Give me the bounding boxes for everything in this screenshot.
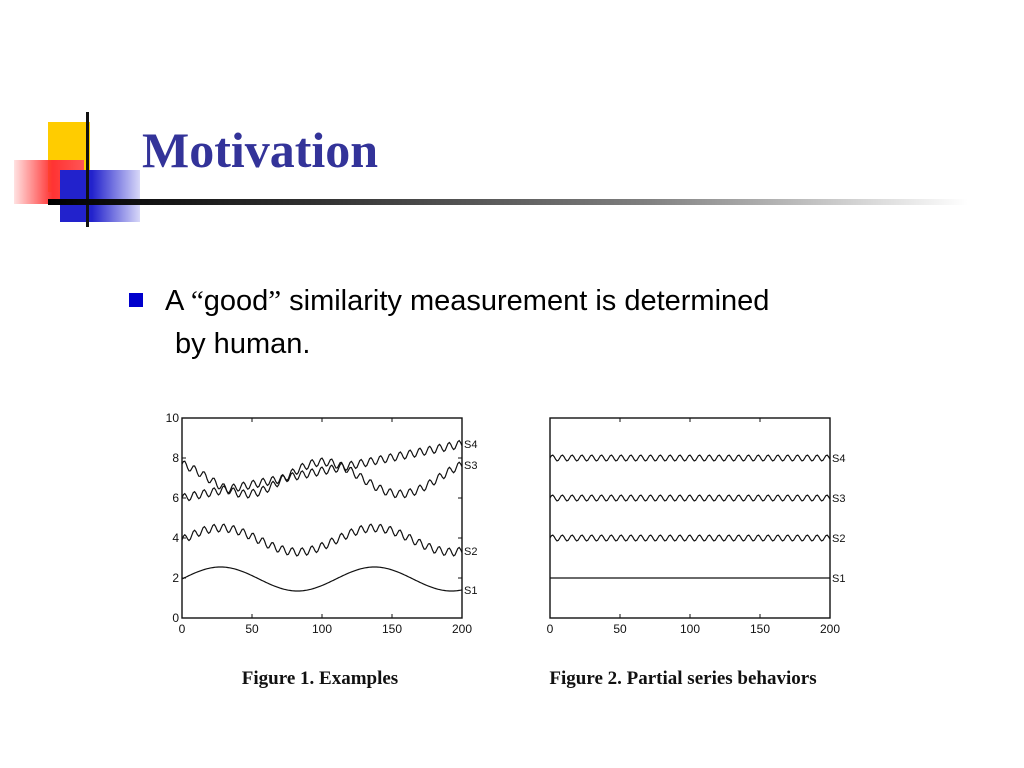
decor-vertical-line: [86, 112, 89, 227]
x-tick-label: 200: [452, 622, 472, 636]
series-label-s1: S1: [832, 573, 845, 585]
title-underline: [48, 199, 968, 205]
quoted-word: good: [203, 285, 269, 317]
figure-1-examples: 0 50 100 150 200 0 2 4 6 8 10 S4 S3 S2 S1 Figure 1. Exa…: [166, 411, 478, 689]
series-label-s2: S2: [464, 546, 477, 558]
series-line-s3: [181, 457, 463, 499]
series-label-s2: S2: [832, 533, 845, 545]
open-quote: “: [190, 285, 204, 317]
x-tick-label: 50: [245, 622, 259, 636]
figure-2-partial-series: 0 50 100 150 200 S4 S3 S2 S1 Figure 2. Partial se…: [547, 417, 845, 689]
series-line-s4: [549, 454, 831, 462]
x-tick-label: 150: [750, 622, 770, 636]
bullet-line1-start: A: [165, 285, 191, 317]
figure-caption: Figure 1. Examples: [242, 668, 398, 689]
decor-blue-block: [60, 170, 140, 222]
x-tick-label: 0: [547, 622, 554, 636]
y-tick-label: 0: [172, 611, 179, 625]
x-tick-label: 0: [179, 622, 186, 636]
bullet-line2: by human.: [175, 328, 311, 360]
series-line-s2: [181, 523, 463, 557]
series-label-s1: S1: [464, 585, 477, 597]
series-label-s4: S4: [832, 453, 845, 465]
y-tick-label: 4: [172, 531, 179, 545]
close-quote: ”: [268, 285, 282, 317]
series-label-s3: S3: [832, 493, 845, 505]
x-tick-label: 150: [382, 622, 402, 636]
bullet-text: A “good” similarity measurement is deter…: [165, 280, 905, 366]
series-line-s2: [549, 534, 831, 542]
x-tick-label: 100: [312, 622, 332, 636]
figure-caption: Figure 2. Partial series behaviors: [549, 668, 816, 689]
plot-frame: [549, 417, 831, 619]
bullet-line1-end: similarity measurement is determined: [281, 285, 770, 317]
x-tick-label: 50: [613, 622, 627, 636]
series-line-s4: [181, 439, 463, 502]
series-line-s1: [181, 566, 463, 592]
slide-title: Motivation: [142, 122, 379, 178]
y-tick-label: 8: [172, 451, 179, 465]
x-tick-label: 100: [680, 622, 700, 636]
y-tick-label: 10: [166, 411, 180, 425]
y-tick-label: 6: [172, 491, 179, 505]
series-line-s3: [549, 494, 831, 502]
x-tick-label: 200: [820, 622, 840, 636]
bullet-marker: [129, 293, 143, 307]
series-label-s4: S4: [464, 439, 477, 451]
y-tick-label: 2: [172, 571, 179, 585]
series-label-s3: S3: [464, 460, 477, 472]
